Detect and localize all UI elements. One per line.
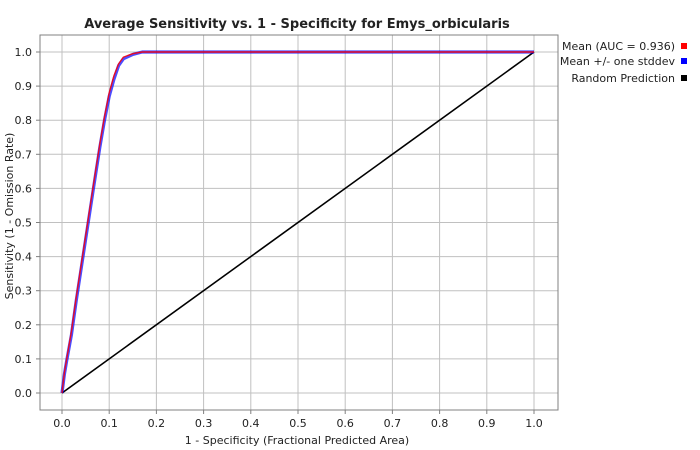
- y-tick-label: 0.2: [15, 319, 33, 332]
- legend-item: Mean +/- one stddev: [560, 55, 687, 68]
- x-tick-label: 0.3: [195, 417, 213, 430]
- legend-item: Random Prediction: [571, 72, 687, 85]
- legend-label: Random Prediction: [571, 72, 675, 85]
- x-tick-label: 0.6: [336, 417, 354, 430]
- legend-swatch: [681, 75, 687, 81]
- series-line-mean: [61, 51, 534, 394]
- y-tick-label: 0.3: [15, 285, 33, 298]
- x-tick-label: 0.5: [289, 417, 307, 430]
- y-tick-label: 0.7: [15, 148, 33, 161]
- x-tick-label: 0.0: [53, 417, 71, 430]
- x-axis-label: 1 - Specificity (Fractional Predicted Ar…: [185, 434, 409, 447]
- x-tick-label: 0.8: [431, 417, 449, 430]
- legend-swatch: [681, 43, 687, 49]
- y-tick-label: 0.9: [15, 80, 33, 93]
- y-tick-label: 0.5: [15, 217, 33, 230]
- axis-ticks: 0.0 0.1 0.2 0.3 0.4 0.5 0.6 0.7 0.8 0.9 1.0 0.0 0.1 0…: [15, 46, 543, 430]
- legend: Mean (AUC = 0.936) Mean +/- one stddev Ran…: [560, 40, 687, 85]
- x-tick-label: 0.2: [148, 417, 166, 430]
- legend-swatch: [681, 58, 687, 64]
- y-axis-label: Sensitivity (1 - Omission Rate): [3, 133, 16, 300]
- series-line-random: [61, 51, 535, 394]
- legend-item: Mean (AUC = 0.936): [562, 40, 687, 53]
- x-tick-label: 0.4: [242, 417, 260, 430]
- x-tick-label: 0.7: [384, 417, 402, 430]
- y-tick-label: 0.4: [15, 251, 33, 264]
- y-tick-label: 0.8: [15, 114, 33, 127]
- y-tick-label: 1.0: [15, 46, 33, 59]
- x-tick-label: 1.0: [525, 417, 543, 430]
- chart-title: Average Sensitivity vs. 1 - Specificity …: [84, 17, 510, 32]
- y-tick-label: 0.6: [15, 182, 33, 195]
- x-tick-label: 0.9: [478, 417, 496, 430]
- legend-label: Mean (AUC = 0.936): [562, 40, 675, 53]
- y-tick-label: 0.0: [15, 387, 33, 400]
- y-tick-label: 0.1: [15, 353, 33, 366]
- legend-label: Mean +/- one stddev: [560, 55, 676, 68]
- x-tick-label: 0.1: [100, 417, 118, 430]
- series-lines: [60, 50, 535, 394]
- grid-lines: [40, 35, 558, 410]
